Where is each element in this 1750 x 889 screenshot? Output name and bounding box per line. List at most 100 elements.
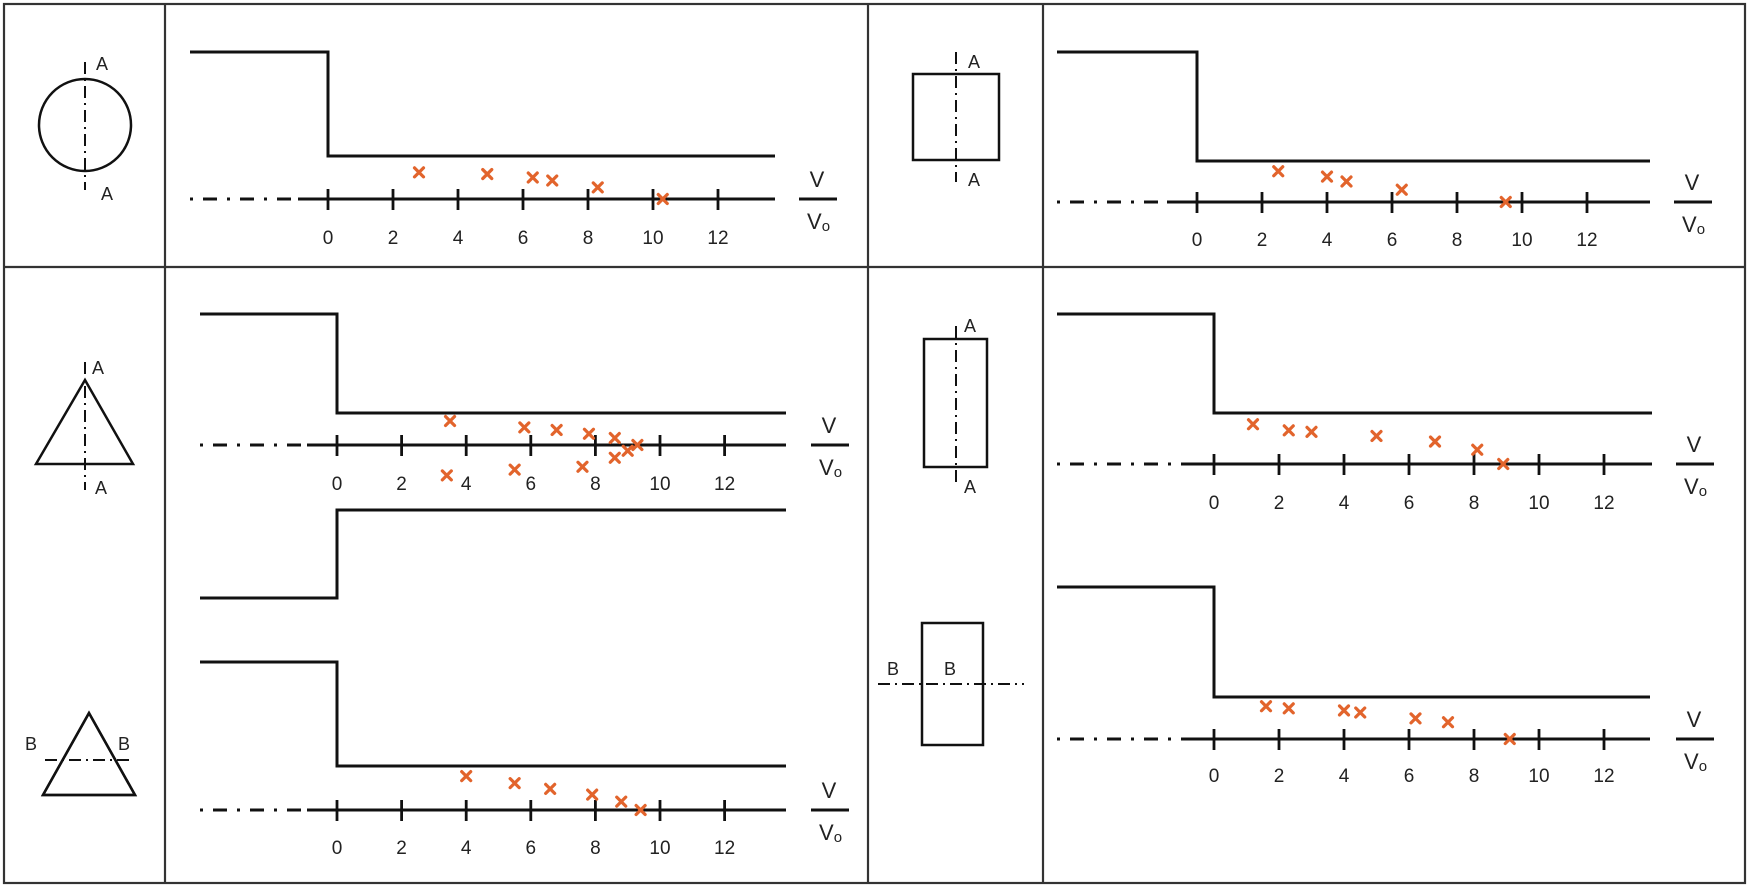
x-tick-label: 12: [707, 228, 728, 249]
data-point-marker: [460, 770, 473, 783]
channel-wall-lower: [200, 508, 786, 600]
data-point-marker: [615, 795, 628, 808]
data-point-marker: [1282, 702, 1295, 715]
x-tick-label: 12: [714, 838, 735, 859]
data-point-marker: [481, 167, 494, 181]
data-point-marker: [544, 782, 557, 795]
x-tick-label: 6: [526, 474, 537, 495]
x-tick-label: 12: [1576, 230, 1597, 251]
data-point-marker: [582, 427, 596, 440]
data-point-marker: [508, 777, 521, 790]
data-point-marker: [1499, 195, 1512, 209]
axis-label-numerator: V: [1685, 170, 1700, 195]
triangle-section-icon: [33, 362, 136, 490]
x-tick-label: 10: [649, 474, 670, 495]
data-point-marker: [586, 788, 599, 801]
data-point-marker: [656, 192, 669, 206]
x-tick-label: 8: [1469, 766, 1480, 787]
channel-wall-upper: [1057, 312, 1652, 415]
tall-rectangle-section-icon: [922, 326, 989, 482]
triangle-bb-section-icon: [40, 710, 138, 797]
data-point-marker: [1305, 425, 1318, 438]
data-point-marker: [621, 444, 634, 457]
data-point-marker: [1259, 700, 1273, 713]
x-tick-label: 6: [1404, 766, 1415, 787]
section-label-b-left: B: [25, 734, 37, 754]
channel-wall-upper: [190, 50, 775, 158]
data-point-marker: [440, 469, 453, 482]
section-label-b-right: B: [118, 734, 130, 754]
x-tick-label: 0: [323, 228, 334, 249]
x-tick-label: 10: [642, 228, 663, 249]
data-point-marker: [1354, 706, 1367, 719]
cross-section-shapes: A A A A A A A A B B B B: [25, 52, 1024, 797]
section-label-a-top: A: [964, 316, 976, 336]
section-label-a-bottom: A: [964, 477, 976, 497]
data-point-marker: [1370, 429, 1383, 443]
data-point-marker: [1395, 183, 1408, 196]
x-tick-label: 10: [1511, 230, 1532, 251]
data-point-marker: [508, 463, 521, 476]
circle-section-icon: [37, 62, 133, 190]
square-section-icon: [911, 52, 1001, 182]
channel-wall-upper: [200, 660, 786, 768]
x-tick-label: 8: [590, 838, 601, 859]
data-point-marker: [1471, 443, 1484, 456]
channel-wall-upper: [1057, 50, 1650, 163]
axis-label-numerator: V: [1687, 707, 1702, 732]
x-tick-label: 4: [453, 228, 464, 249]
section-label-a-bottom: A: [968, 170, 980, 190]
section-label-a-top: A: [968, 52, 980, 72]
x-tick-label: 2: [1274, 766, 1285, 787]
x-tick-label: 2: [1274, 493, 1285, 514]
data-point-marker: [1246, 418, 1260, 431]
data-point-marker: [1409, 712, 1422, 725]
x-tick-label: 6: [1387, 230, 1398, 251]
x-tick-label: 6: [526, 838, 537, 859]
x-tick-label: 0: [332, 838, 343, 859]
tall-rectangle-bb-section-icon: [878, 621, 1024, 747]
data-point-marker: [634, 803, 647, 817]
x-tick-label: 2: [396, 838, 407, 859]
axis-label-numerator: V: [822, 778, 837, 803]
data-point-marker: [608, 431, 621, 445]
x-tick-label: 8: [1452, 230, 1463, 251]
x-tick-label: 10: [1528, 493, 1549, 514]
section-label-b-left: B: [887, 659, 899, 679]
data-point-marker: [631, 438, 644, 452]
x-tick-label: 12: [1593, 493, 1614, 514]
x-tick-label: 8: [1469, 493, 1480, 514]
x-tick-label: 2: [396, 474, 407, 495]
x-tick-label: 12: [714, 474, 735, 495]
x-tick-label: 0: [332, 474, 343, 495]
data-point-marker: [576, 460, 589, 473]
x-tick-label: 0: [1209, 766, 1220, 787]
x-tick-label: 10: [649, 838, 670, 859]
x-tick-label: 4: [1339, 766, 1350, 787]
data-point-marker: [1497, 457, 1510, 471]
data-point-marker: [1272, 165, 1285, 178]
x-tick-label: 2: [388, 228, 399, 249]
data-point-marker: [591, 181, 604, 194]
axis-label-numerator: V: [1687, 432, 1702, 457]
data-point-marker: [1428, 435, 1442, 448]
data-point-marker: [1503, 732, 1516, 746]
channel-wall-upper: [200, 312, 786, 415]
section-label-b-right: B: [944, 659, 956, 679]
data-point-marker: [1320, 170, 1334, 183]
x-tick-label: 12: [1593, 766, 1614, 787]
data-point-marker: [1441, 716, 1455, 729]
data-point-marker: [1340, 175, 1353, 188]
axis-label-numerator: V: [822, 413, 837, 438]
data-point-marker: [1337, 704, 1351, 717]
x-tick-label: 4: [461, 474, 472, 495]
data-point-marker: [608, 451, 621, 464]
